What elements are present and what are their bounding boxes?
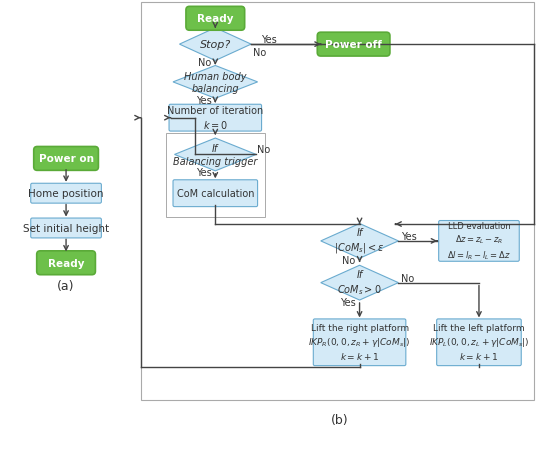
Text: No: No	[198, 58, 211, 68]
Text: CoM calculation: CoM calculation	[177, 189, 254, 199]
FancyBboxPatch shape	[439, 221, 519, 262]
Text: Yes: Yes	[196, 96, 211, 106]
Text: Power on: Power on	[39, 154, 94, 164]
Polygon shape	[321, 224, 398, 259]
Text: Yes: Yes	[261, 35, 277, 45]
FancyBboxPatch shape	[317, 33, 390, 57]
Text: No: No	[253, 48, 266, 58]
Text: Ready: Ready	[48, 258, 84, 268]
FancyBboxPatch shape	[37, 251, 95, 275]
Text: If
$CoM_s>0$: If $CoM_s>0$	[337, 270, 382, 296]
Polygon shape	[174, 139, 256, 171]
FancyBboxPatch shape	[31, 184, 101, 204]
FancyBboxPatch shape	[437, 319, 521, 366]
Text: If
$|CoM_s|<\varepsilon$: If $|CoM_s|<\varepsilon$	[334, 228, 385, 255]
Text: Yes: Yes	[340, 297, 356, 307]
Polygon shape	[321, 266, 398, 300]
Text: Yes: Yes	[402, 231, 417, 241]
Polygon shape	[179, 29, 251, 61]
Text: (a): (a)	[57, 280, 75, 293]
Text: Power off: Power off	[325, 40, 382, 50]
Text: Stop?: Stop?	[200, 40, 231, 50]
FancyBboxPatch shape	[169, 105, 262, 132]
Text: Home position: Home position	[28, 189, 104, 199]
Text: Lift the right platform
$IKP_R(0,0,z_R+\gamma|CoM_s|)$
$k=k+1$: Lift the right platform $IKP_R(0,0,z_R+\…	[309, 323, 411, 362]
Text: LLD evaluation
$\Delta z=z_L-z_R$
$\Delta l=l_R-l_L=\Delta z$: LLD evaluation $\Delta z=z_L-z_R$ $\Delt…	[447, 222, 511, 261]
Text: (b): (b)	[331, 414, 349, 426]
Text: No: No	[402, 273, 415, 283]
Text: Human body
balancing: Human body balancing	[184, 72, 246, 94]
Text: Set initial height: Set initial height	[23, 224, 109, 234]
Text: Ready: Ready	[197, 14, 234, 24]
FancyBboxPatch shape	[186, 7, 245, 31]
Text: Yes: Yes	[196, 168, 211, 178]
FancyBboxPatch shape	[31, 219, 101, 239]
Text: Lift the left platform
$IKP_L(0,0,z_L+\gamma|CoM_s|)$
$k=k+1$: Lift the left platform $IKP_L(0,0,z_L+\g…	[428, 323, 529, 362]
Text: No: No	[257, 145, 271, 155]
Polygon shape	[173, 66, 257, 99]
Text: Number of iteration
$k=0$: Number of iteration $k=0$	[167, 106, 263, 131]
Text: If
Balancing trigger: If Balancing trigger	[173, 144, 257, 166]
FancyBboxPatch shape	[314, 319, 406, 366]
FancyBboxPatch shape	[34, 147, 98, 171]
FancyBboxPatch shape	[173, 180, 257, 207]
Text: No: No	[342, 255, 356, 265]
